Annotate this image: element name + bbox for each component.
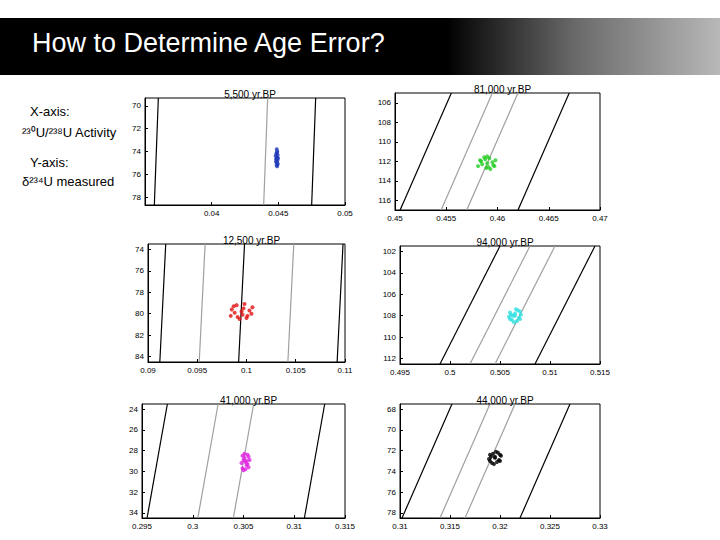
svg-text:76: 76 [135, 266, 144, 275]
svg-text:68: 68 [387, 405, 396, 414]
svg-text:106: 106 [378, 98, 392, 107]
svg-text:0.095: 0.095 [187, 366, 208, 375]
svg-text:106: 106 [383, 290, 397, 299]
svg-text:0.315: 0.315 [440, 522, 461, 531]
svg-text:0.515: 0.515 [590, 368, 611, 377]
svg-text:78: 78 [132, 193, 141, 202]
svg-text:104: 104 [383, 268, 397, 277]
svg-text:30: 30 [129, 467, 138, 476]
html-text:²³⁰U/²³⁸U Activity: ²³⁰U/²³⁸U Activity [22, 125, 117, 140]
svg-text:102: 102 [383, 247, 397, 256]
svg-text:32: 32 [129, 488, 138, 497]
svg-text:78: 78 [387, 508, 396, 517]
svg-text:110: 110 [383, 333, 396, 342]
svg-text:12,500 yr.BP: 12,500 yr.BP [223, 235, 281, 246]
html-text:δ²³⁴U measured: δ²³⁴U measured [22, 174, 115, 189]
svg-text:110: 110 [378, 137, 391, 146]
svg-text:0.465: 0.465 [539, 214, 560, 223]
svg-text:0.1: 0.1 [241, 366, 253, 375]
svg-text:5,500 yr.BP: 5,500 yr.BP [224, 89, 276, 100]
svg-text:0.45: 0.45 [387, 214, 403, 223]
svg-text:0.04: 0.04 [204, 209, 220, 218]
svg-text:0.31: 0.31 [392, 522, 408, 531]
svg-text:0.3: 0.3 [187, 522, 199, 531]
svg-text:0.495: 0.495 [390, 368, 411, 377]
svg-text:70: 70 [387, 425, 396, 434]
svg-text:28: 28 [129, 446, 138, 455]
svg-text:0.325: 0.325 [540, 522, 561, 531]
svg-text:0.32: 0.32 [492, 522, 508, 531]
svg-text:108: 108 [383, 311, 397, 320]
html-text:Y-axis:: Y-axis: [30, 155, 69, 170]
svg-text:81,000 yr.BP: 81,000 yr.BP [474, 84, 532, 95]
svg-text:0.11: 0.11 [338, 366, 354, 375]
svg-text:116: 116 [378, 196, 391, 205]
svg-text:0.5: 0.5 [444, 368, 456, 377]
svg-text:76: 76 [132, 170, 141, 179]
svg-text:0.295: 0.295 [132, 522, 153, 531]
svg-text:0.51: 0.51 [542, 368, 558, 377]
svg-text:82: 82 [135, 331, 144, 340]
svg-text:0.045: 0.045 [268, 209, 289, 218]
svg-text:108: 108 [378, 118, 392, 127]
svg-text:72: 72 [387, 446, 396, 455]
svg-text:0.33: 0.33 [592, 522, 608, 531]
svg-text:74: 74 [135, 245, 144, 254]
svg-text:0.315: 0.315 [335, 522, 356, 531]
svg-text:24: 24 [129, 405, 138, 414]
svg-text:0.305: 0.305 [233, 522, 254, 531]
svg-text:112: 112 [383, 354, 396, 363]
svg-text:0.31: 0.31 [286, 522, 302, 531]
svg-text:0.47: 0.47 [592, 214, 608, 223]
svg-text:70: 70 [132, 101, 141, 110]
svg-text:72: 72 [132, 124, 141, 133]
svg-text:74: 74 [387, 467, 396, 476]
svg-text:114: 114 [378, 176, 391, 185]
svg-text:44,000 yr.BP: 44,000 yr.BP [476, 395, 534, 406]
html-text:X-axis:: X-axis: [30, 104, 70, 119]
svg-text:0.09: 0.09 [140, 366, 156, 375]
svg-text:0.46: 0.46 [490, 214, 506, 223]
svg-text:94,000 yr.BP: 94,000 yr.BP [476, 237, 534, 248]
svg-text:78: 78 [135, 288, 144, 297]
svg-text:74: 74 [132, 147, 141, 156]
svg-text:0.505: 0.505 [490, 368, 511, 377]
svg-text:26: 26 [129, 425, 138, 434]
html-text:How to Determine Age Error?: How to Determine Age Error? [32, 28, 385, 58]
svg-text:0.105: 0.105 [286, 366, 307, 375]
svg-text:41,000 yr.BP: 41,000 yr.BP [220, 395, 278, 406]
svg-text:0.455: 0.455 [436, 214, 457, 223]
svg-text:84: 84 [135, 352, 144, 361]
svg-text:76: 76 [387, 488, 396, 497]
svg-text:112: 112 [378, 157, 391, 166]
svg-text:34: 34 [129, 508, 138, 517]
svg-text:0.05: 0.05 [337, 209, 353, 218]
svg-text:80: 80 [135, 309, 144, 318]
